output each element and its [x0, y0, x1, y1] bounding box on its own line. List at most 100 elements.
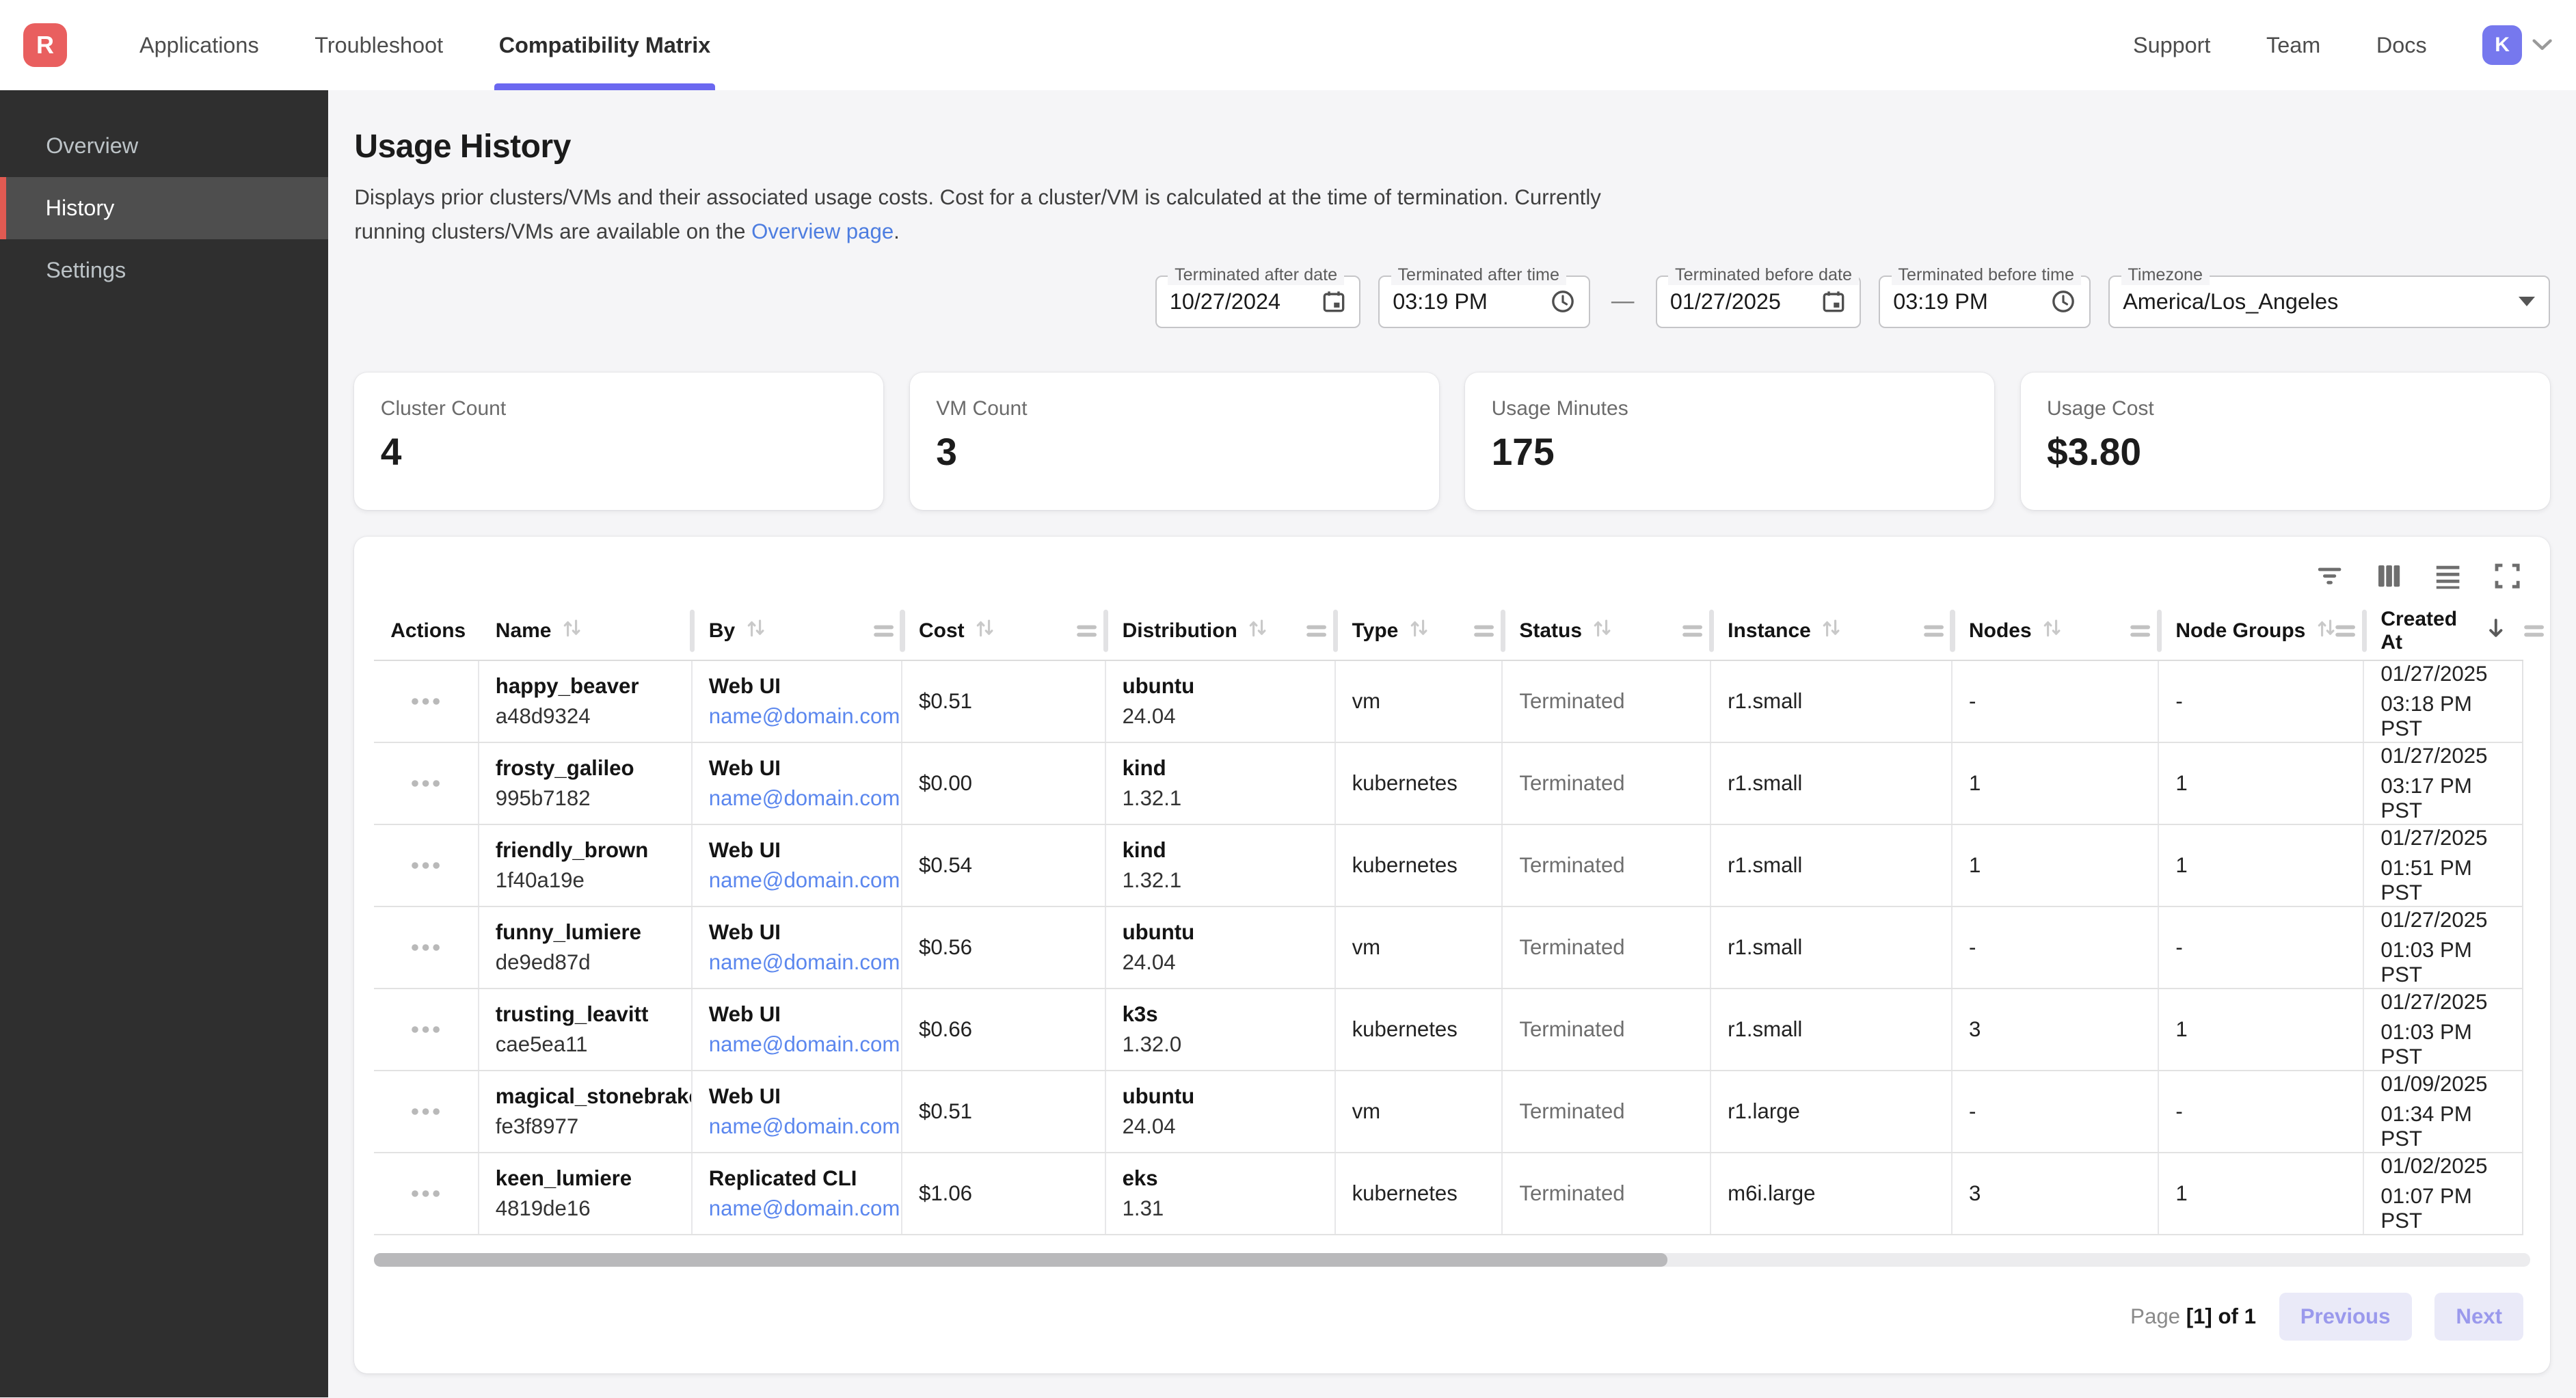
actions-cell [374, 825, 479, 906]
nav-item-troubleshoot[interactable]: Troubleshoot [314, 0, 443, 90]
column-header-instance[interactable]: Instance [1711, 602, 1953, 660]
column-header-node-groups[interactable]: Node Groups [2159, 602, 2364, 660]
terminated-before-time-field[interactable]: Terminated before time 03:19 PM [1879, 275, 2091, 328]
by-email-link[interactable]: name@domain.com [709, 1032, 885, 1057]
stat-label: VM Count [936, 397, 1412, 420]
column-resize-handle[interactable] [2523, 623, 2545, 638]
row-actions-button[interactable] [405, 1019, 447, 1040]
column-resize-handle[interactable] [1923, 623, 1944, 638]
row-actions-button[interactable] [405, 690, 447, 712]
column-resize-handle[interactable] [2335, 623, 2356, 638]
terminated-before-date-value: 01/27/2025 [1670, 289, 1812, 314]
row-actions-button[interactable] [405, 772, 447, 794]
table-row: funny_lumiere de9ed87d Web UI name@domai… [374, 907, 2523, 989]
stat-card: Usage Cost $3.80 [2021, 373, 2550, 511]
cost-cell: $0.54 [902, 825, 1106, 906]
column-header-actions: Actions [374, 602, 479, 660]
type-cell: kubernetes [1336, 1153, 1503, 1234]
column-header-name[interactable]: Name [479, 602, 693, 660]
column-resize-handle[interactable] [1473, 623, 1494, 638]
timezone-value: America/Los_Angeles [2123, 289, 2509, 314]
overview-page-link[interactable]: Overview page [751, 219, 894, 243]
timezone-select[interactable]: Timezone America/Los_Angeles [2108, 275, 2550, 328]
by-source: Web UI [709, 1084, 885, 1109]
account-menu[interactable]: K [2482, 25, 2553, 65]
row-actions-button[interactable] [405, 855, 447, 876]
previous-page-button[interactable]: Previous [2279, 1293, 2412, 1341]
sidebar-item-settings[interactable]: Settings [0, 239, 328, 301]
by-email-link[interactable]: name@domain.com [709, 868, 885, 893]
table-body: happy_beaver a48d9324 Web UI name@domain… [374, 661, 2523, 1235]
by-cell: Web UI name@domain.com [693, 989, 902, 1070]
terminated-after-date-field[interactable]: Terminated after date 10/27/2024 [1155, 275, 1360, 328]
column-header-created-at[interactable]: Created At [2364, 602, 2523, 660]
sort-icon [561, 617, 582, 645]
nav-item-support[interactable]: Support [2133, 0, 2210, 90]
actions-cell [374, 989, 479, 1070]
nav-item-docs[interactable]: Docs [2376, 0, 2427, 90]
column-header-type[interactable]: Type [1336, 602, 1503, 660]
column-resize-handle[interactable] [1076, 623, 1097, 638]
column-resize-handle[interactable] [873, 623, 894, 638]
row-actions-button[interactable] [405, 937, 447, 958]
terminated-before-date-field[interactable]: Terminated before date 01/27/2025 [1656, 275, 1861, 328]
created-date: 01/02/2025 [2380, 1154, 2506, 1179]
terminated-after-time-field[interactable]: Terminated after time 03:19 PM [1378, 275, 1590, 328]
node-groups-cell: - [2159, 907, 2364, 988]
distribution-version: 1.32.1 [1123, 868, 1318, 893]
column-resize-handle[interactable] [2130, 623, 2151, 638]
created-at-cell: 01/27/2025 01:03 PM PST [2364, 989, 2523, 1070]
cluster-name: funny_lumiere [496, 920, 675, 945]
column-header-distribution[interactable]: Distribution [1106, 602, 1336, 660]
calendar-icon[interactable] [1821, 289, 1846, 314]
columns-icon[interactable] [2372, 559, 2405, 592]
by-email-link[interactable]: name@domain.com [709, 1196, 885, 1221]
clock-icon[interactable] [1551, 289, 1575, 314]
instance-cell: r1.small [1711, 661, 1953, 742]
column-header-by[interactable]: By [693, 602, 902, 660]
sidebar-item-history[interactable]: History [0, 177, 328, 239]
horizontal-scrollbar-track [374, 1253, 2530, 1266]
created-at-cell: 01/09/2025 01:34 PM PST [2364, 1071, 2523, 1152]
by-cell: Web UI name@domain.com [693, 907, 902, 988]
column-header-nodes[interactable]: Nodes [1953, 602, 2159, 660]
status-cell: Terminated [1503, 825, 1711, 906]
sidebar-item-overview[interactable]: Overview [0, 115, 328, 177]
by-source: Web UI [709, 756, 885, 781]
nav-item-applications[interactable]: Applications [139, 0, 259, 90]
sort-icon [1408, 617, 1430, 645]
page-indicator: Page [1] of 1 [2130, 1304, 2256, 1329]
by-email-link[interactable]: name@domain.com [709, 950, 885, 975]
horizontal-scrollbar-thumb[interactable] [374, 1253, 1667, 1266]
replicated-logo[interactable]: R [23, 23, 68, 68]
status-cell: Terminated [1503, 1071, 1711, 1152]
stat-card: VM Count 3 [910, 373, 1439, 511]
row-actions-button[interactable] [405, 1183, 447, 1204]
column-resize-handle[interactable] [1682, 623, 1703, 638]
name-cell: funny_lumiere de9ed87d [479, 907, 693, 988]
terminated-before-time-value: 03:19 PM [1893, 289, 2041, 314]
nav-item-team[interactable]: Team [2266, 0, 2320, 90]
next-page-button[interactable]: Next [2434, 1293, 2523, 1341]
distribution-name: eks [1123, 1166, 1318, 1191]
by-email-link[interactable]: name@domain.com [709, 704, 885, 729]
calendar-icon[interactable] [1321, 289, 1346, 314]
column-header-cost[interactable]: Cost [902, 602, 1106, 660]
density-icon[interactable] [2432, 559, 2465, 592]
column-resize-handle[interactable] [1306, 623, 1327, 638]
clock-icon[interactable] [2051, 289, 2076, 314]
name-cell: magical_stonebraker fe3f8977 [479, 1071, 693, 1152]
nav-item-compatibility-matrix[interactable]: Compatibility Matrix [499, 0, 711, 90]
instance-cell: r1.small [1711, 825, 1953, 906]
avatar[interactable]: K [2482, 25, 2522, 65]
sort-desc-icon [2484, 616, 2508, 646]
by-email-link[interactable]: name@domain.com [709, 1114, 885, 1139]
node-groups-cell: 1 [2159, 1153, 2364, 1234]
row-actions-button[interactable] [405, 1101, 447, 1122]
filter-icon[interactable] [2313, 559, 2346, 592]
column-header-status[interactable]: Status [1503, 602, 1711, 660]
cluster-name: friendly_brown [496, 838, 675, 863]
node-groups-cell: 1 [2159, 989, 2364, 1070]
by-email-link[interactable]: name@domain.com [709, 786, 885, 811]
fullscreen-icon[interactable] [2491, 559, 2523, 592]
